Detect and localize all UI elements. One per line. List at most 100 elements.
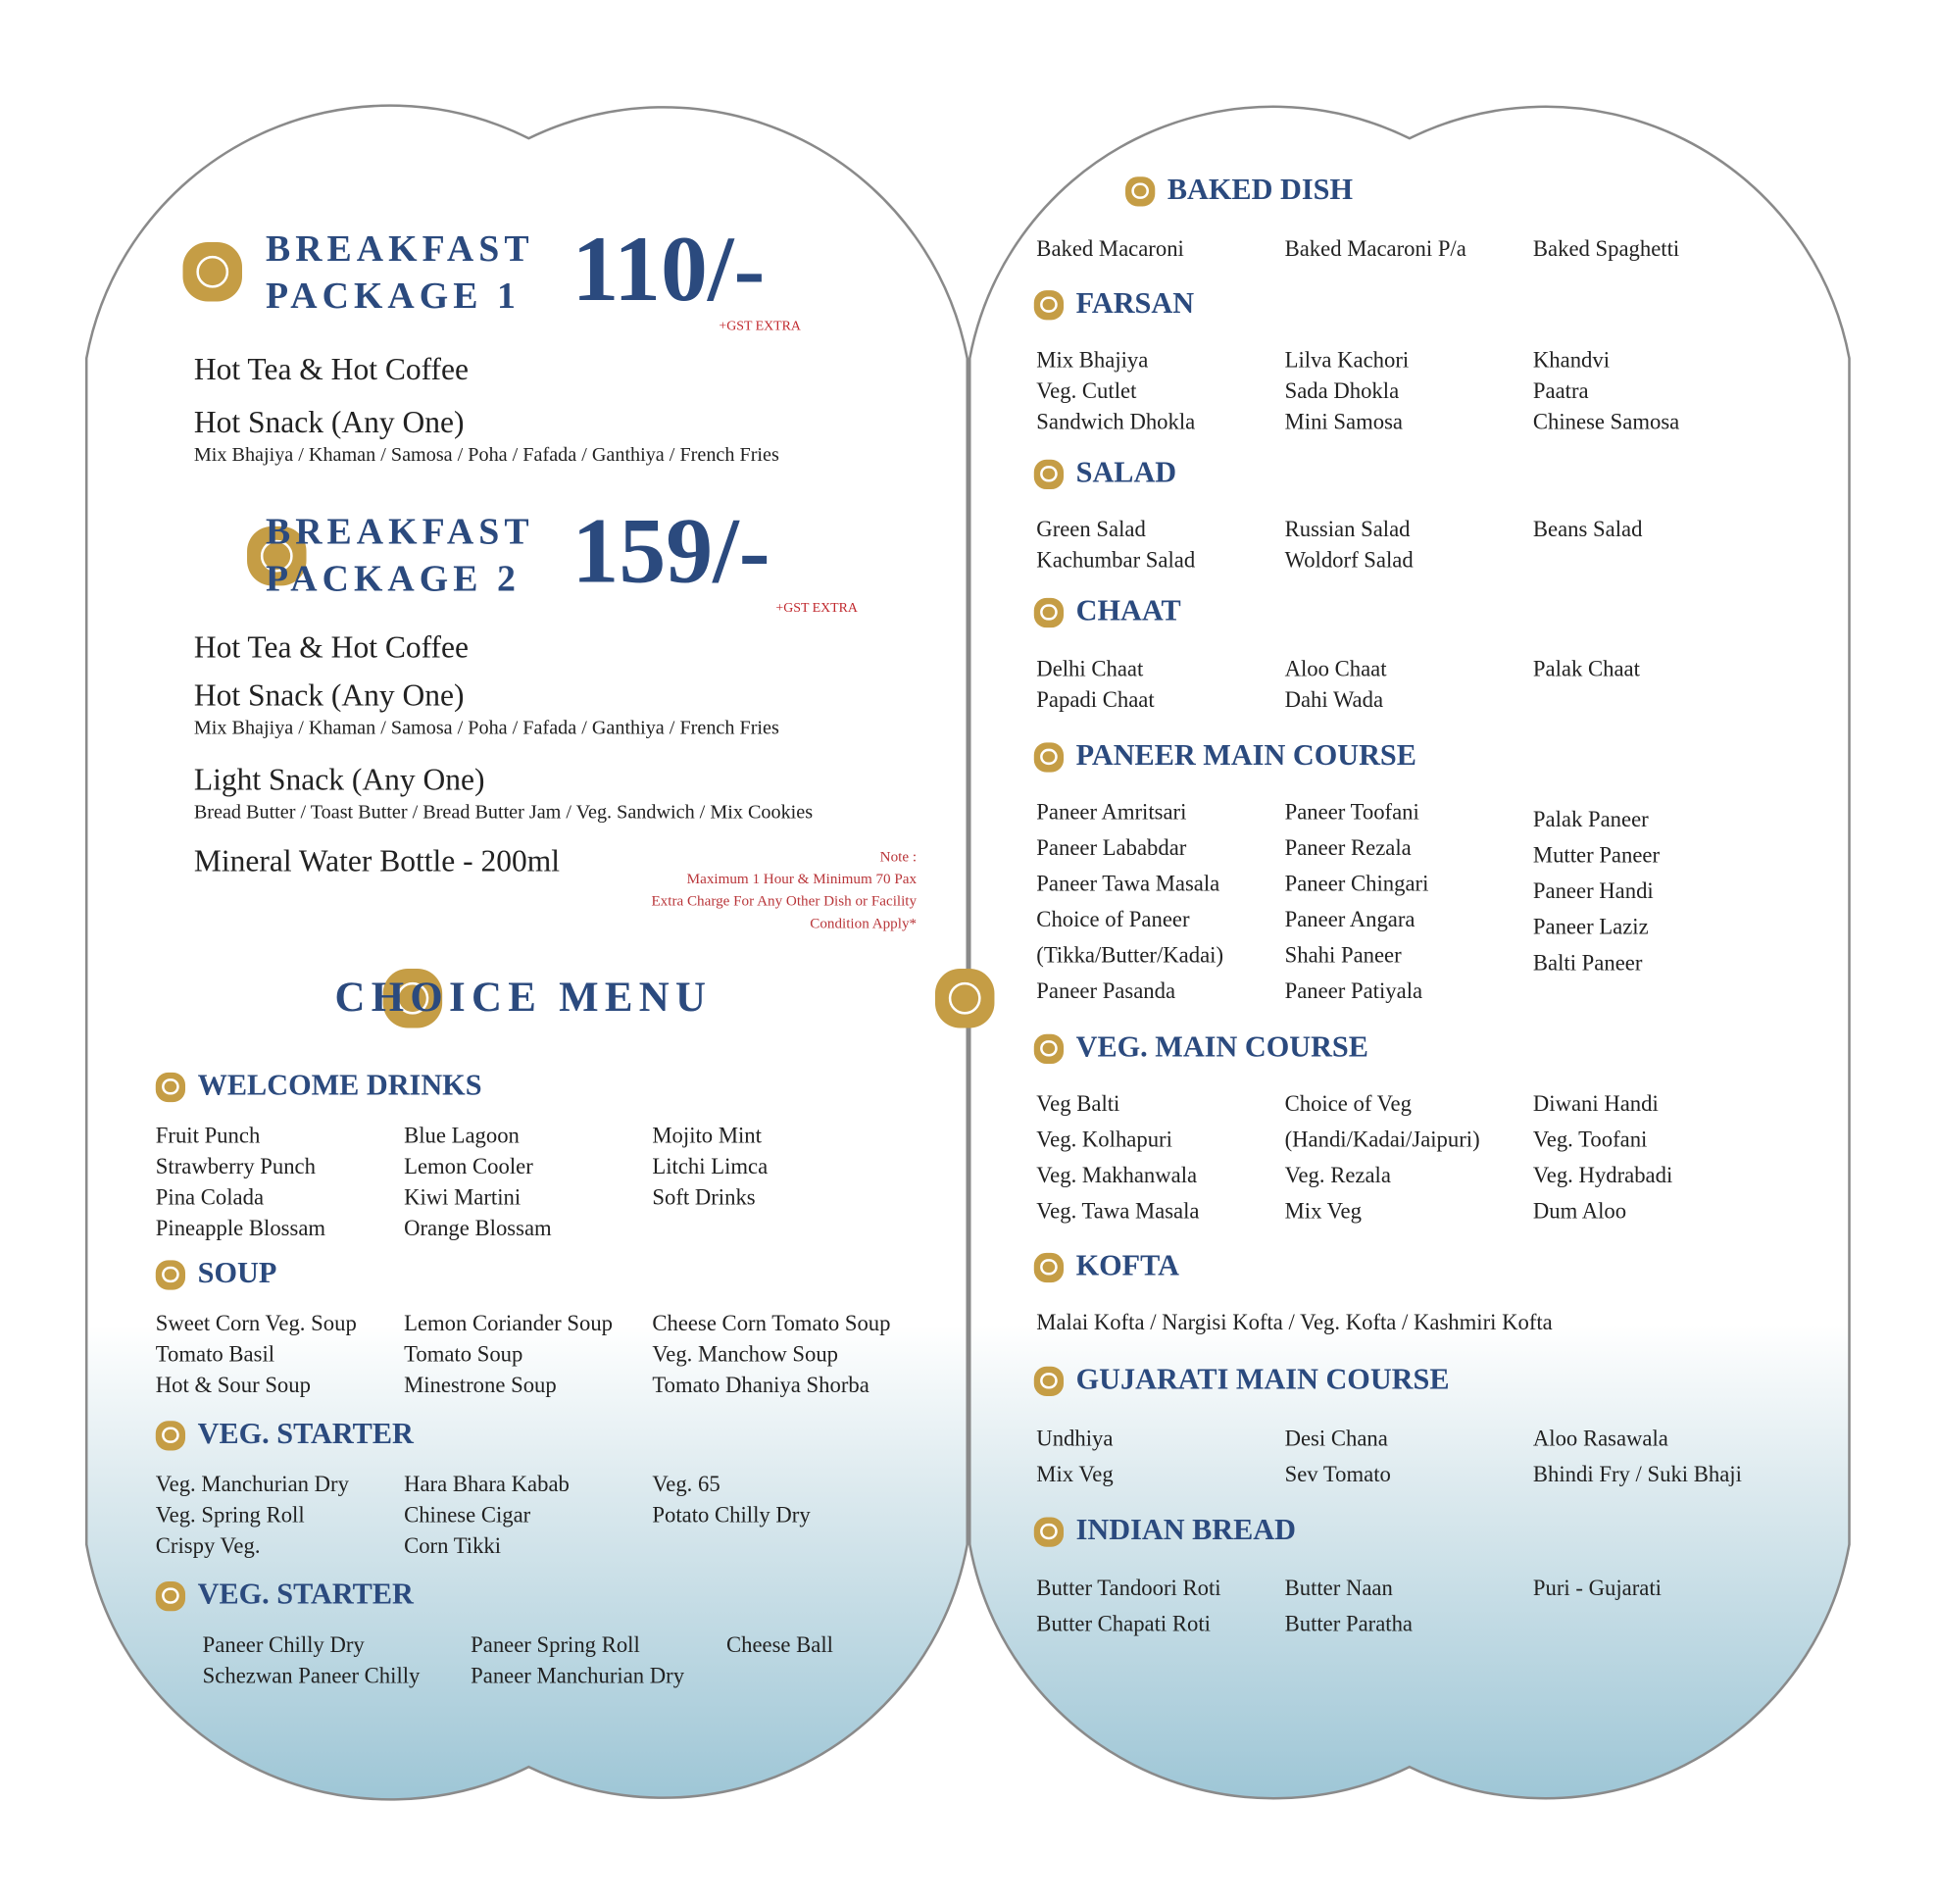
swirl-icon (1125, 175, 1156, 206)
menu-item: Woldorf Salad (1284, 547, 1414, 573)
section-heading: VEG. STARTER (155, 1419, 414, 1452)
package2-line2: PACKAGE 2 (265, 558, 521, 600)
menu-item: Paneer Rezala (1284, 834, 1412, 861)
package2-snack-options: Mix Bhajiya / Khaman / Samosa / Poha / F… (193, 718, 779, 739)
menu-item: Butter Naan (1284, 1575, 1393, 1600)
menu-item: Veg. Hydrabadi (1532, 1162, 1673, 1188)
menu-item: Puri - Gujarati (1532, 1575, 1662, 1600)
menu-item: Veg. Spring Roll (155, 1502, 305, 1528)
menu-item: Paneer Patiyala (1284, 978, 1423, 1004)
menu-item: Dum Aloo (1532, 1198, 1627, 1224)
package1-price: 110/- (571, 217, 766, 322)
menu-item: Veg. Makhanwala (1036, 1162, 1198, 1188)
menu-item: Pina Colada (155, 1184, 265, 1210)
section-heading: GUJARATI MAIN COURSE (1033, 1364, 1450, 1397)
menu-item: Green Salad (1036, 516, 1146, 541)
menu-item: Beans Salad (1532, 516, 1643, 541)
menu-item: Mix Veg (1284, 1198, 1362, 1224)
menu-item: Kachumbar Salad (1036, 547, 1196, 573)
menu-item: Paneer Chingari (1284, 871, 1429, 896)
menu-item: Baked Macaroni (1036, 235, 1184, 261)
section-title: INDIAN BREAD (1075, 1515, 1296, 1547)
section-title: BAKED DISH (1167, 174, 1353, 207)
menu-item: Khandvi (1532, 347, 1611, 373)
menu-item: Aloo Chaat (1284, 656, 1387, 681)
menu-item: Bhindi Fry / Suki Bhaji (1532, 1461, 1742, 1487)
menu-item: Sev Tomato (1284, 1461, 1391, 1487)
section-heading: BAKED DISH (1125, 175, 1353, 208)
menu-item: Paneer Laziz (1532, 914, 1649, 939)
package1-drinks: Hot Tea & Hot Coffee (193, 353, 469, 387)
menu-item: Undhiya (1036, 1426, 1114, 1451)
menu-item: Tomato Dhaniya Shorba (652, 1373, 869, 1398)
menu-item: Palak Paneer (1532, 806, 1649, 832)
menu-item: Balti Paneer (1532, 950, 1643, 976)
note-line: Note : (879, 847, 918, 866)
menu-item: Veg. Manchow Soup (652, 1341, 839, 1367)
section-title: GUJARATI MAIN COURSE (1075, 1364, 1450, 1397)
swirl-icon (1033, 289, 1065, 320)
package1-line2: PACKAGE 1 (265, 276, 521, 317)
package1-line1: BREAKFAST (265, 228, 534, 270)
note-line: Maximum 1 Hour & Minimum 70 Pax (686, 870, 918, 887)
swirl-icon (155, 1420, 186, 1450)
section-heading: SALAD (1033, 457, 1177, 490)
menu-item: Delhi Chaat (1036, 656, 1144, 681)
menu-item: Cheese Ball (725, 1631, 833, 1657)
menu-item: Palak Chaat (1532, 656, 1640, 681)
menu-item: Cheese Corn Tomato Soup (652, 1311, 891, 1336)
menu-item: Paatra (1532, 377, 1589, 403)
menu-item: Mojito Mint (652, 1123, 762, 1148)
section-title: KOFTA (1075, 1250, 1179, 1283)
section-title: SALAD (1075, 457, 1177, 490)
swirl-icon (1033, 1366, 1065, 1396)
section-title: VEG. MAIN COURSE (1075, 1031, 1368, 1065)
menu-item: Lilva Kachori (1284, 347, 1410, 373)
package2-title: BREAKFAST PACKAGE 2 (266, 509, 534, 603)
package1-title: BREAKFAST PACKAGE 1 (266, 226, 534, 321)
package2-water: Mineral Water Bottle - 200ml (193, 844, 560, 879)
menu-item: Orange Blossam (404, 1216, 552, 1241)
section-title: PANEER MAIN COURSE (1075, 739, 1416, 773)
section-heading: VEG. MAIN COURSE (1033, 1031, 1368, 1065)
swirl-icon (247, 526, 307, 586)
menu-item: Veg Balti (1036, 1090, 1120, 1116)
menu-item: Potato Chilly Dry (652, 1502, 811, 1528)
menu-item: Paneer Handi (1532, 878, 1654, 904)
menu-item: Strawberry Punch (155, 1154, 316, 1179)
menu-item: Soft Drinks (652, 1184, 756, 1210)
swirl-icon (155, 1072, 186, 1102)
menu-item: Malai Kofta / Nargisi Kofta / Veg. Kofta… (1036, 1309, 1553, 1335)
swirl-icon (155, 1580, 186, 1611)
menu-item: Shahi Paneer (1284, 942, 1402, 968)
menu-item: Dahi Wada (1284, 686, 1384, 712)
menu-item: Tomato Soup (404, 1341, 523, 1367)
package1-snack-options: Mix Bhajiya / Khaman / Samosa / Poha / F… (193, 444, 779, 467)
menu-item: Corn Tikki (404, 1532, 502, 1559)
menu-item: Lemon Coriander Soup (404, 1311, 614, 1336)
note-line: Extra Charge For Any Other Dish or Facil… (651, 891, 918, 910)
menu-item: Sweet Corn Veg. Soup (155, 1311, 357, 1336)
menu-item: Desi Chana (1284, 1426, 1388, 1451)
menu-item: Baked Macaroni P/a (1284, 235, 1466, 261)
package1-gst: +GST EXTRA (719, 319, 801, 334)
package2-price: 159/- (571, 499, 770, 603)
menu-item: Veg. Manchurian Dry (155, 1471, 349, 1497)
menu-item: Paneer Chilly Dry (202, 1631, 365, 1657)
section-heading: KOFTA (1033, 1250, 1179, 1283)
section-heading: INDIAN BREAD (1033, 1515, 1296, 1548)
swirl-icon (1033, 741, 1065, 772)
left-panel (84, 104, 968, 1801)
package2-drinks: Hot Tea & Hot Coffee (193, 630, 469, 665)
swirl-icon (1033, 459, 1065, 489)
menu-item: Veg. Kolhapuri (1036, 1127, 1172, 1152)
menu-item: Mix Bhajiya (1036, 347, 1149, 373)
menu-item: Chinese Samosa (1532, 409, 1680, 434)
section-title: WELCOME DRINKS (197, 1070, 482, 1103)
package1-snack-title: Hot Snack (Any One) (193, 406, 465, 440)
menu-item: Paneer Spring Roll (471, 1631, 640, 1657)
section-title: VEG. STARTER (197, 1578, 414, 1612)
menu-item: Tomato Basil (155, 1341, 275, 1367)
section-title: CHAAT (1075, 595, 1181, 628)
